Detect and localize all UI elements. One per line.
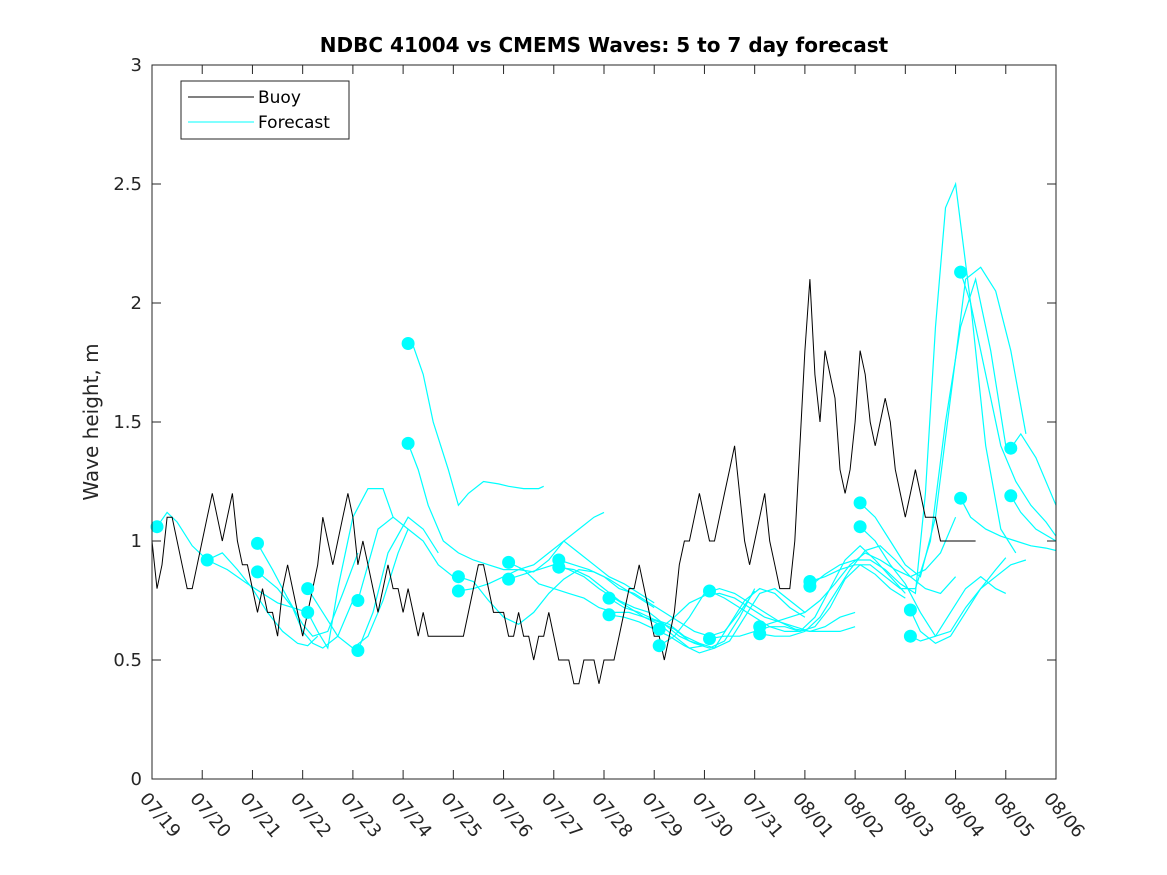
forecast-line-16 [558,559,756,637]
forecast-marker [903,629,917,643]
forecast-marker [552,560,566,574]
forecast-marker [1004,441,1018,455]
forecast-marker [401,337,415,350]
forecast-marker [351,594,365,607]
forecast-line-8 [357,516,439,651]
forecast-line-23 [759,516,957,628]
forecast-line-6 [307,488,394,650]
forecast-line-19 [658,592,856,633]
forecast-line-28 [859,526,1027,637]
y-tick-label: 3 [131,55,142,76]
forecast-marker [451,584,465,598]
forecast-line-20 [658,587,856,647]
forecast-line-33 [1010,432,1057,506]
forecast-marker [251,565,264,579]
forecast-marker [200,553,214,567]
y-tick-label: 0.5 [113,650,142,671]
forecast-marker [301,582,315,596]
plot-area [150,181,1057,685]
forecast-marker [853,496,867,510]
forecast-marker [954,491,968,505]
forecast-marker [251,536,264,550]
y-axis-label: Wave height, m [79,343,103,500]
forecast-marker [652,639,666,653]
forecast-marker [602,591,616,605]
buoy-line [151,279,976,685]
forecast-marker [150,520,164,534]
forecast-line-15 [558,566,756,649]
forecast-line-31 [960,271,1057,537]
forecast-line-7 [357,516,409,601]
forecast-marker [451,570,465,584]
legend-box [180,80,350,140]
forecast-line-10 [407,443,605,573]
forecast-line-5 [307,528,454,649]
forecast-line-1 [156,511,308,613]
legend-forecast-label: Forecast [258,113,330,133]
forecast-line-18 [608,587,806,654]
forecast-line-21 [709,544,906,633]
forecast-line-34 [1010,495,1057,542]
forecast-line-9 [407,342,544,507]
forecast-line-30 [910,575,1007,642]
forecast-line-27 [859,266,1027,578]
forecast-marker [903,603,917,617]
forecast-marker [753,627,767,641]
forecast-marker [803,579,817,593]
forecast-marker [853,520,867,534]
forecast-line-17 [608,587,806,649]
forecast-line-3 [256,543,359,637]
y-tick-label: 2 [131,293,142,314]
forecast-marker [502,572,516,586]
forecast-marker [301,605,315,619]
forecast-marker [703,632,716,646]
forecast-marker [652,622,666,636]
forecast-marker [1004,489,1018,503]
legend-buoy-label: Buoy [258,88,301,108]
forecast-line-11 [458,540,655,604]
y-tick-label: 1 [131,531,142,552]
forecast-marker [602,608,616,622]
forecast-marker [703,584,716,598]
forecast-marker [401,436,415,450]
forecast-line-29 [909,557,1007,645]
chart-title: NDBC 41004 vs CMEMS Waves: 5 to 7 day fo… [320,33,889,57]
forecast-marker [954,265,968,279]
forecast-line-26 [809,181,1017,595]
forecast-marker [351,644,365,657]
forecast-line-4 [257,571,354,649]
y-tick-label: 1.5 [113,412,142,433]
forecast-line-32 [960,497,1057,552]
y-tick-label: 2.5 [113,174,142,195]
y-tick-label: 0 [131,769,142,790]
forecast-marker [502,555,516,569]
legend: Buoy Forecast [180,80,350,140]
forecast-line-12 [458,568,655,626]
